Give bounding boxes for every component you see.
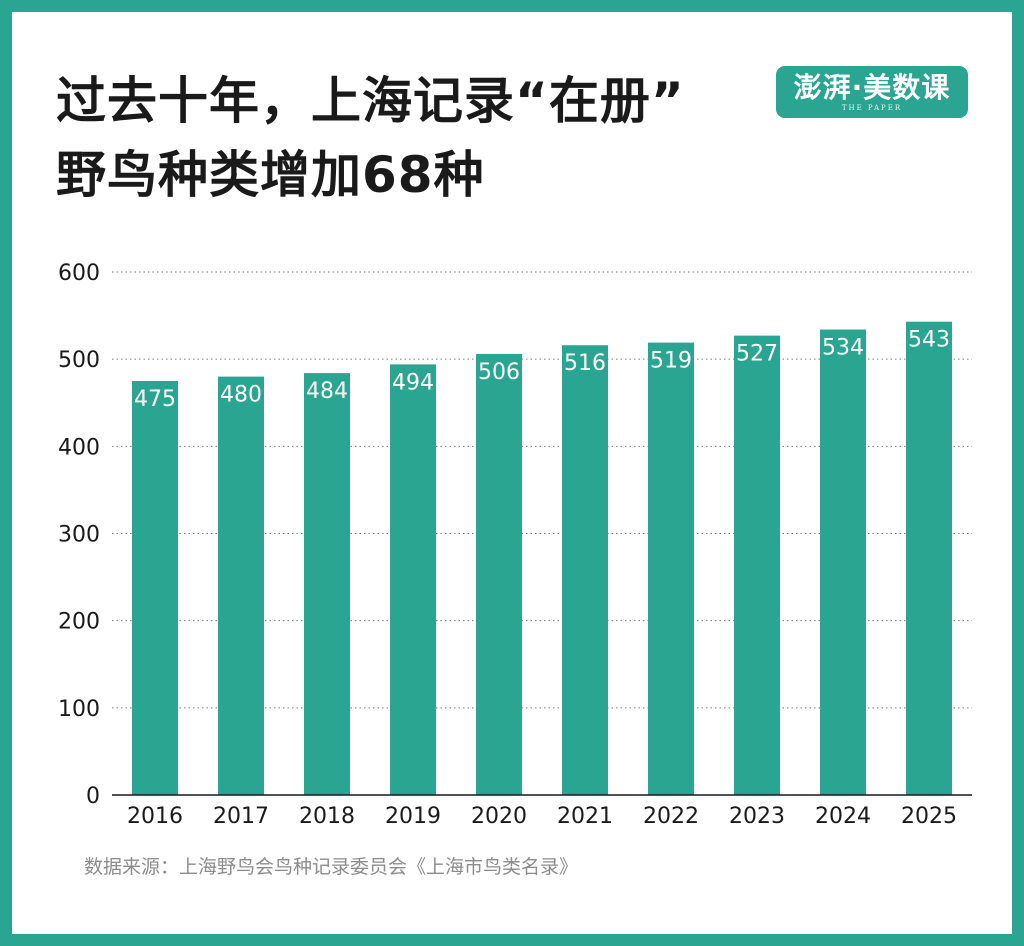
y-tick-label: 400 [58, 435, 100, 460]
bar-2024 [820, 329, 866, 795]
y-tick-label: 200 [58, 610, 100, 635]
bar-2019 [390, 364, 436, 795]
bar-2017 [218, 376, 264, 795]
bar-2020 [476, 353, 522, 795]
x-tick-label-2020: 2020 [471, 804, 527, 829]
y-tick-label: 100 [58, 697, 100, 722]
data-label-2022: 519 [650, 349, 692, 374]
x-tick-label-2016: 2016 [127, 804, 183, 829]
x-tick-label-2022: 2022 [643, 804, 699, 829]
logo-text: 澎湃·美数课 [793, 70, 951, 104]
bar-2022 [648, 342, 694, 795]
x-tick-label-2024: 2024 [815, 804, 871, 829]
chart-title: 过去十年，上海记录“在册” 野鸟种类增加68种 [56, 64, 685, 212]
x-tick-label-2017: 2017 [213, 804, 269, 829]
logo-subtext: THE PAPER [841, 103, 903, 112]
y-axis: 0 100 200 300 400 500 600 [58, 261, 100, 809]
title-line-1: 过去十年，上海记录“在册” [56, 72, 685, 130]
data-label-2020: 506 [478, 360, 520, 385]
data-label-2017: 480 [220, 383, 262, 408]
x-axis: 2016 2017 2018 2019 2020 2021 2022 2023 2024 2025 [112, 794, 972, 829]
bar-chart: 0 100 200 300 400 500 600 475 480 484 494 506 516 51… [58, 261, 972, 829]
y-tick-label: 300 [58, 523, 100, 548]
data-label-2018: 484 [306, 379, 348, 404]
bar-2016 [132, 380, 178, 795]
bar-2025 [906, 321, 952, 795]
bar-2018 [304, 373, 350, 795]
y-tick-label: 0 [86, 784, 100, 809]
data-label-2025: 543 [908, 328, 950, 353]
bar-2021 [562, 345, 608, 795]
x-tick-label-2019: 2019 [385, 804, 441, 829]
y-tick-label: 500 [58, 348, 100, 373]
x-tick-label-2018: 2018 [299, 804, 355, 829]
bars [132, 321, 952, 795]
x-tick-label-2025: 2025 [901, 804, 957, 829]
data-source: 数据来源：上海野鸟会鸟种记录委员会《上海市鸟类名录》 [84, 856, 579, 878]
data-labels: 475 480 484 494 506 516 519 527 534 543 [134, 328, 950, 412]
x-tick-label-2021: 2021 [557, 804, 613, 829]
data-label-2016: 475 [134, 387, 176, 412]
brand-logo: 澎湃·美数课 THE PAPER [776, 66, 968, 118]
data-label-2019: 494 [392, 370, 434, 395]
title-line-2: 野鸟种类增加68种 [56, 146, 485, 204]
y-tick-label: 600 [58, 261, 100, 286]
data-label-2021: 516 [564, 351, 606, 376]
data-label-2023: 527 [736, 342, 778, 367]
data-label-2024: 534 [822, 336, 864, 361]
card: 过去十年，上海记录“在册” 野鸟种类增加68种 澎湃·美数课 THE PAPER… [12, 12, 1012, 934]
x-tick-label-2023: 2023 [729, 804, 785, 829]
bar-2023 [734, 335, 780, 795]
